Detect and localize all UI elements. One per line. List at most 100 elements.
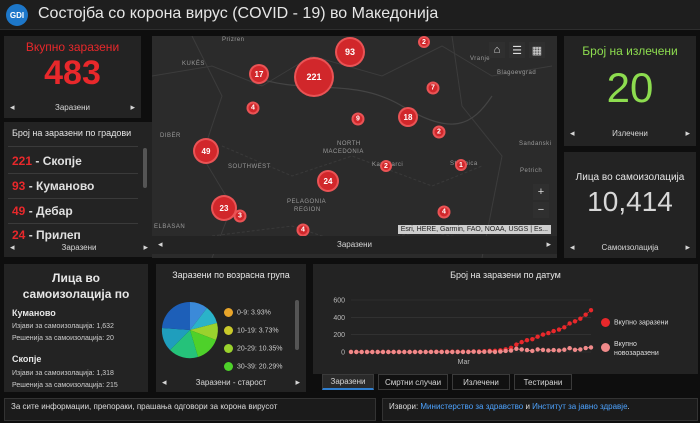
next-arrow-icon[interactable]: ▸ [295, 377, 300, 387]
data-point[interactable] [482, 349, 487, 355]
data-point[interactable] [423, 349, 428, 355]
data-point[interactable] [583, 312, 588, 317]
next-arrow-icon[interactable]: ▸ [546, 239, 551, 249]
zoom-in-button[interactable]: + [533, 184, 549, 200]
data-point[interactable] [428, 349, 434, 355]
map-view[interactable]: Prizren KUKËS Vranje Blagoevgrad NORTH M… [152, 36, 557, 258]
map-bubble[interactable]: 2 [432, 125, 446, 139]
prev-arrow-icon[interactable]: ◂ [162, 377, 167, 387]
data-point[interactable] [380, 349, 386, 355]
map-bubble[interactable]: 4 [246, 101, 260, 115]
map-bubble[interactable]: 7 [426, 81, 440, 95]
data-point[interactable] [386, 349, 391, 355]
data-point[interactable] [407, 349, 412, 355]
next-arrow-icon[interactable]: ▸ [685, 128, 690, 138]
list-item[interactable]: 93 - Куманово [12, 179, 95, 193]
map-bubble[interactable]: 3 [233, 209, 247, 223]
data-point[interactable] [460, 349, 466, 355]
data-point[interactable] [434, 349, 439, 355]
data-point[interactable] [588, 345, 594, 350]
data-point[interactable] [466, 349, 471, 355]
map-bubble[interactable]: 1 [455, 159, 467, 171]
list-item[interactable]: 49 - Дебар [12, 204, 73, 218]
data-point[interactable] [492, 349, 498, 355]
data-point[interactable] [567, 321, 572, 326]
data-point[interactable] [476, 349, 482, 355]
data-point[interactable] [370, 349, 375, 355]
tab-deaths[interactable]: Смртни случаи [378, 374, 448, 390]
map-bubble[interactable]: 18 [398, 107, 418, 127]
data-point[interactable] [546, 348, 551, 353]
map-bubble[interactable]: 221 [294, 57, 334, 97]
map-bubble[interactable]: 2 [380, 160, 392, 172]
data-point[interactable] [540, 347, 546, 353]
data-point[interactable] [498, 349, 503, 354]
tab-infected[interactable]: Заразени [322, 374, 374, 390]
zoom-out-button[interactable]: − [533, 202, 549, 218]
data-point[interactable] [546, 330, 551, 336]
map-bubble[interactable]: 24 [317, 170, 339, 192]
next-arrow-icon[interactable]: ▸ [143, 242, 148, 252]
data-point[interactable] [514, 342, 519, 347]
data-point[interactable] [524, 347, 530, 353]
prev-arrow-icon[interactable]: ◂ [570, 242, 575, 252]
map-bubble[interactable]: 4 [296, 223, 310, 237]
data-point[interactable] [348, 349, 354, 355]
next-arrow-icon[interactable]: ▸ [685, 242, 690, 252]
data-point[interactable] [412, 349, 418, 355]
data-point[interactable] [519, 347, 524, 352]
data-point[interactable] [578, 316, 583, 321]
data-point[interactable] [551, 347, 556, 353]
data-point[interactable] [450, 349, 455, 355]
data-point[interactable] [572, 347, 578, 353]
data-point[interactable] [567, 345, 572, 351]
home-icon[interactable]: ⌂ [489, 42, 505, 58]
data-point[interactable] [439, 349, 444, 355]
next-arrow-icon[interactable]: ▸ [130, 102, 135, 112]
data-point[interactable] [524, 338, 530, 343]
data-point[interactable] [556, 327, 562, 332]
data-point[interactable] [572, 319, 578, 324]
data-point[interactable] [508, 348, 514, 353]
map-bubble[interactable]: 9 [351, 112, 365, 126]
data-point[interactable] [503, 348, 508, 354]
data-point[interactable] [391, 349, 396, 355]
data-point[interactable] [354, 349, 359, 355]
list-item[interactable]: 221 - Скопје [12, 154, 82, 168]
data-point[interactable] [471, 349, 476, 354]
data-point[interactable] [535, 347, 540, 352]
data-point[interactable] [396, 349, 402, 355]
data-point[interactable] [535, 334, 540, 339]
data-point[interactable] [359, 349, 364, 355]
map-bubble[interactable]: 93 [335, 37, 365, 67]
tab-recovered[interactable]: Излечени [452, 374, 510, 390]
data-point[interactable] [514, 346, 519, 351]
map-bubble[interactable]: 23 [211, 195, 237, 221]
data-point[interactable] [364, 349, 370, 355]
data-point[interactable] [551, 328, 556, 334]
tab-tested[interactable]: Тестирани [514, 374, 572, 390]
prev-arrow-icon[interactable]: ◂ [10, 102, 15, 112]
qr-code-icon[interactable]: ▦ [529, 42, 545, 58]
map-bubble[interactable]: 49 [193, 138, 219, 164]
list-scrollbar[interactable] [143, 148, 147, 188]
map-bubble[interactable]: 2 [418, 36, 430, 48]
data-point[interactable] [588, 307, 594, 313]
institute-link[interactable]: Институт за јавно здравје [532, 402, 628, 411]
data-point[interactable] [583, 345, 588, 351]
data-point[interactable] [402, 349, 407, 355]
data-point[interactable] [578, 347, 583, 352]
data-point[interactable] [540, 332, 546, 337]
data-point[interactable] [562, 347, 567, 352]
list-item[interactable]: 24 - Прилеп [12, 228, 81, 242]
prev-arrow-icon[interactable]: ◂ [158, 239, 163, 249]
legend-scrollbar[interactable] [295, 300, 299, 350]
map-bubble[interactable]: 4 [437, 205, 451, 219]
list-icon[interactable]: ☰ [509, 42, 525, 58]
prev-arrow-icon[interactable]: ◂ [10, 242, 15, 252]
map-bubble[interactable]: 17 [249, 64, 269, 84]
data-point[interactable] [487, 349, 492, 354]
data-point[interactable] [530, 348, 535, 354]
data-point[interactable] [530, 336, 535, 342]
data-point[interactable] [375, 349, 380, 355]
